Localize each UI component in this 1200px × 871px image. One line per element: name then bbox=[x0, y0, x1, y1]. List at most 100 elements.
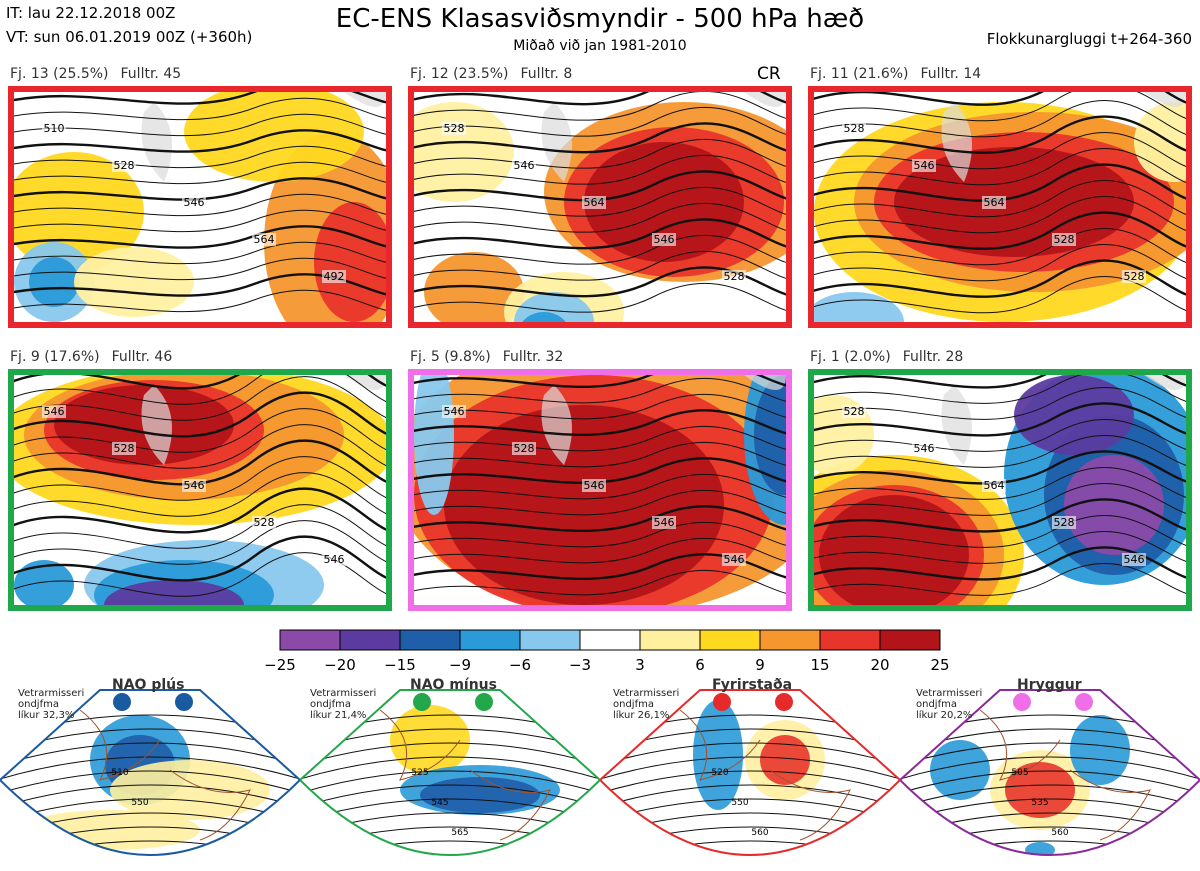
regime-anomaly bbox=[930, 740, 990, 800]
height-contour bbox=[814, 259, 1186, 298]
page-title: EC-ENS Klasasviðsmyndir - 500 hPa hæð bbox=[335, 4, 865, 34]
cluster-members: Fulltr. 46 bbox=[111, 349, 173, 365]
cluster-members: Fulltr. 45 bbox=[120, 66, 182, 82]
height-contour bbox=[14, 129, 386, 153]
height-contour bbox=[814, 563, 1186, 596]
height-contour bbox=[414, 489, 786, 516]
height-contour bbox=[814, 450, 1186, 485]
contour-label-bg bbox=[982, 196, 1006, 209]
contour-label: 546 bbox=[514, 159, 535, 172]
colorbar-tick: −3 bbox=[569, 656, 591, 674]
cluster-members: Fulltr. 8 bbox=[520, 66, 573, 82]
regime-map: 525 545 565 bbox=[300, 689, 600, 856]
contour-label-bg bbox=[112, 159, 136, 172]
contour-label: 528 bbox=[114, 159, 135, 172]
regime-contour-label: 550 bbox=[731, 798, 748, 808]
cluster-map-panel: 546 528 546 546 546 bbox=[408, 369, 792, 611]
height-contour bbox=[814, 435, 1186, 468]
cluster-label-1: Fj. 13 (25.5%) Fulltr. 45 bbox=[10, 66, 181, 82]
colorbar-tick: −20 bbox=[324, 656, 356, 674]
regime-contour bbox=[300, 770, 600, 797]
height-contour bbox=[414, 266, 786, 298]
height-contour bbox=[414, 235, 786, 265]
coastline bbox=[679, 709, 761, 781]
regime-contour bbox=[600, 784, 900, 811]
contour-label-bg bbox=[512, 442, 536, 455]
cluster-members: Fulltr. 28 bbox=[902, 349, 964, 365]
anomaly-area bbox=[1134, 102, 1186, 182]
contour-label-bg bbox=[252, 233, 276, 246]
height-contour bbox=[814, 211, 1186, 250]
contour-label-bg bbox=[1122, 270, 1146, 283]
regime-outline bbox=[600, 689, 900, 856]
colorbar-tick: 20 bbox=[870, 656, 889, 674]
contour-label: 528 bbox=[114, 442, 135, 455]
anomaly-area bbox=[814, 292, 904, 322]
cluster-map: 546 528 546 528 546 bbox=[14, 375, 386, 605]
height-contour bbox=[14, 225, 386, 249]
cluster-map-panel: 528 546 564 528 546 bbox=[808, 369, 1192, 611]
regime-contour bbox=[300, 742, 600, 769]
contour-label-bg bbox=[1122, 553, 1146, 566]
contour-label: 528 bbox=[514, 442, 535, 455]
height-contour bbox=[814, 92, 1186, 106]
anomaly-area bbox=[29, 257, 79, 307]
cluster-share: Fj. 1 (2.0%) bbox=[810, 349, 891, 365]
height-contour bbox=[814, 483, 1186, 516]
height-contour bbox=[414, 92, 786, 106]
height-contour bbox=[814, 387, 1186, 420]
height-contour bbox=[414, 457, 786, 485]
regime-contour-label: 550 bbox=[131, 798, 148, 808]
colorbar: −25 −20 −15 −9 −6 −3 3 6 9 15 20 25 bbox=[264, 629, 950, 674]
regime-title: NAO plús bbox=[112, 677, 185, 693]
regime-contour-label: 545 bbox=[431, 798, 448, 808]
regime-title: NAO mínus bbox=[410, 677, 497, 693]
colorbar-swatch bbox=[399, 629, 461, 651]
height-contour bbox=[14, 177, 386, 201]
regime-anomaly bbox=[760, 735, 810, 785]
anomaly-area bbox=[104, 580, 244, 605]
contour-label: 564 bbox=[984, 196, 1005, 209]
cluster-share: Fj. 11 (21.6%) bbox=[810, 66, 909, 82]
height-contour bbox=[414, 441, 786, 468]
cluster-members: Fulltr. 32 bbox=[502, 349, 564, 365]
valid-time: VT: sun 06.01.2019 00Z (+360h) bbox=[6, 28, 253, 46]
cluster-members: Fulltr. 14 bbox=[920, 66, 982, 82]
page-subtitle: Miðað við jan 1981-2010 bbox=[513, 38, 687, 54]
regime-marker-dot bbox=[713, 693, 731, 711]
regime-outline bbox=[0, 689, 300, 856]
regime-anomaly bbox=[693, 700, 743, 810]
coastline bbox=[169, 769, 251, 841]
contour-label-bg bbox=[442, 122, 466, 135]
regime-map: 510 550 bbox=[0, 689, 300, 856]
height-contour bbox=[14, 92, 386, 105]
coastline bbox=[379, 709, 461, 781]
cr-label: CR bbox=[757, 64, 781, 84]
contour-label: 528 bbox=[1054, 233, 1075, 246]
cluster-share: Fj. 12 (23.5%) bbox=[410, 66, 509, 82]
height-contour bbox=[414, 170, 786, 202]
height-contour bbox=[414, 505, 786, 533]
coastline bbox=[469, 769, 551, 841]
contour-label: 546 bbox=[324, 553, 345, 566]
height-contour bbox=[14, 472, 386, 517]
land-shape bbox=[141, 385, 172, 465]
contour-label-bg bbox=[842, 122, 866, 135]
height-contour bbox=[814, 180, 1186, 218]
colorbar-tick: −9 bbox=[449, 656, 471, 674]
contour-label: 528 bbox=[444, 122, 465, 135]
colorbar-tick: 25 bbox=[930, 656, 949, 674]
anomaly-area bbox=[754, 375, 786, 495]
contour-label: 546 bbox=[914, 159, 935, 172]
regime-contour bbox=[900, 756, 1200, 783]
regime-note: Vetrarmisseri ondjfma líkur 20,2% bbox=[916, 688, 983, 721]
regime-marker-dot bbox=[413, 693, 431, 711]
cluster-map-panel: 528 546 564 546 528 bbox=[408, 86, 792, 328]
height-contour bbox=[814, 419, 1186, 452]
cluster-label-5: Fj. 5 (9.8%) Fulltr. 32 bbox=[410, 349, 563, 365]
land-shape bbox=[1144, 92, 1186, 107]
height-contour bbox=[14, 487, 386, 534]
contour-label: 546 bbox=[444, 405, 465, 418]
coastline bbox=[79, 709, 161, 781]
anomaly-area bbox=[184, 92, 364, 182]
